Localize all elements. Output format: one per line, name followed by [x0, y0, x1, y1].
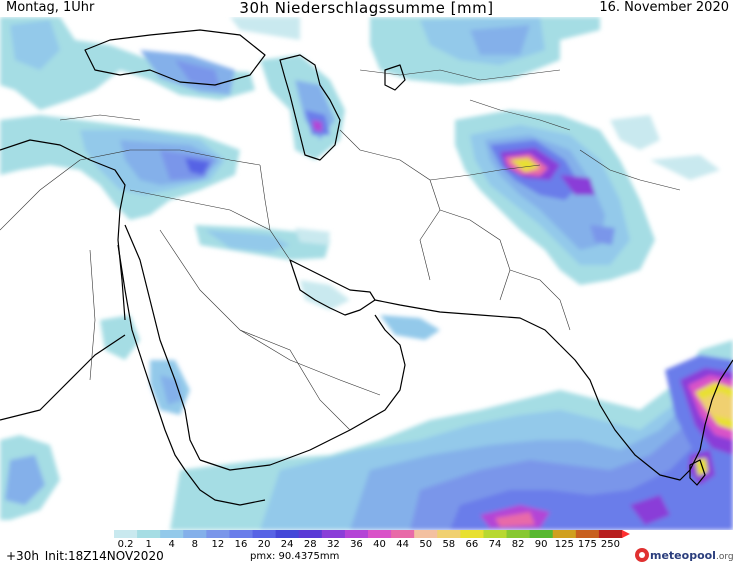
- scale-segment: [206, 530, 230, 538]
- scale-tick-label: 8: [191, 539, 198, 550]
- scale-tick-label: 74: [488, 539, 502, 550]
- scale-tick-label: 28: [303, 539, 317, 550]
- scale-segment: [598, 530, 623, 538]
- scale-segment: [252, 530, 277, 538]
- scale-segment: [183, 530, 207, 538]
- scale-tick-label: 50: [419, 539, 433, 550]
- logo-name: meteopool: [650, 548, 716, 562]
- scale-tick-label: 0.2: [117, 539, 134, 550]
- scale-tick-label: 58: [442, 539, 456, 550]
- scale-tick-label: 40: [373, 539, 386, 550]
- scale-segment: [160, 530, 184, 538]
- scale-tick-label: 16: [234, 539, 248, 550]
- forecast-info: +30h Init:18Z14NOV2020: [6, 549, 164, 563]
- scale-tick-label: 4: [168, 539, 175, 550]
- scale-segment: [298, 530, 323, 538]
- scale-segment: [391, 530, 415, 538]
- scale-segment: [229, 530, 254, 538]
- init-time: Init:18Z14NOV2020: [44, 549, 164, 563]
- scale-segment: [575, 530, 600, 538]
- color-scale-labels: 0.2 1 4 8 12 16 20 24 28 32 36 40 44 50 58 66 74 82 90 125 1…: [114, 539, 630, 551]
- scale-segment: [437, 530, 461, 538]
- scale-tick-label: 12: [211, 539, 225, 550]
- scale-tick-label: 66: [465, 539, 479, 550]
- scale-tick-label: 44: [396, 539, 409, 550]
- lead-time: +30h: [6, 549, 39, 563]
- scale-segment: [275, 530, 300, 538]
- scale-segment: [552, 530, 577, 538]
- scale-segment: [344, 530, 369, 538]
- scale-tick-label: 20: [257, 539, 271, 550]
- coastlines: [0, 29, 733, 506]
- scale-tick-label: 1: [145, 539, 152, 550]
- logo-mark-icon: [635, 548, 649, 562]
- color-scale-bar: [114, 530, 630, 538]
- scale-tick-label: 250: [600, 539, 620, 550]
- scale-tick-label: 90: [534, 539, 548, 550]
- precipitation-map: [0, 17, 733, 530]
- scale-segment: [114, 530, 138, 538]
- scale-tick-label: 175: [577, 539, 597, 550]
- scale-tick-label: 32: [326, 539, 340, 550]
- scale-segment: [414, 530, 438, 538]
- scale-segment: [506, 530, 531, 538]
- scale-segment: [529, 530, 554, 538]
- scale-overflow-arrow: [622, 530, 630, 538]
- map-title: 30h Niederschlagssumme [mm]: [239, 0, 494, 17]
- scale-segment: [321, 530, 346, 538]
- scale-tick-label: 36: [350, 539, 363, 550]
- scale-tick-label: 125: [554, 539, 574, 550]
- borders: [0, 69, 681, 431]
- scale-tick-label: 82: [511, 539, 525, 550]
- scale-segment: [460, 530, 484, 538]
- max-precip-value: pmx: 90.4375mm: [250, 551, 340, 562]
- scale-segment: [368, 530, 392, 538]
- scale-segment: [137, 530, 161, 538]
- logo-suffix: .org: [715, 551, 733, 562]
- meteopool-logo[interactable]: meteopool.org: [634, 547, 733, 563]
- valid-time-label: Montag, 1Uhr: [6, 0, 95, 15]
- date-label: 16. November 2020: [599, 0, 729, 15]
- scale-tick-label: 24: [280, 539, 294, 550]
- scale-segment: [483, 530, 508, 538]
- precip-areas: [0, 17, 733, 530]
